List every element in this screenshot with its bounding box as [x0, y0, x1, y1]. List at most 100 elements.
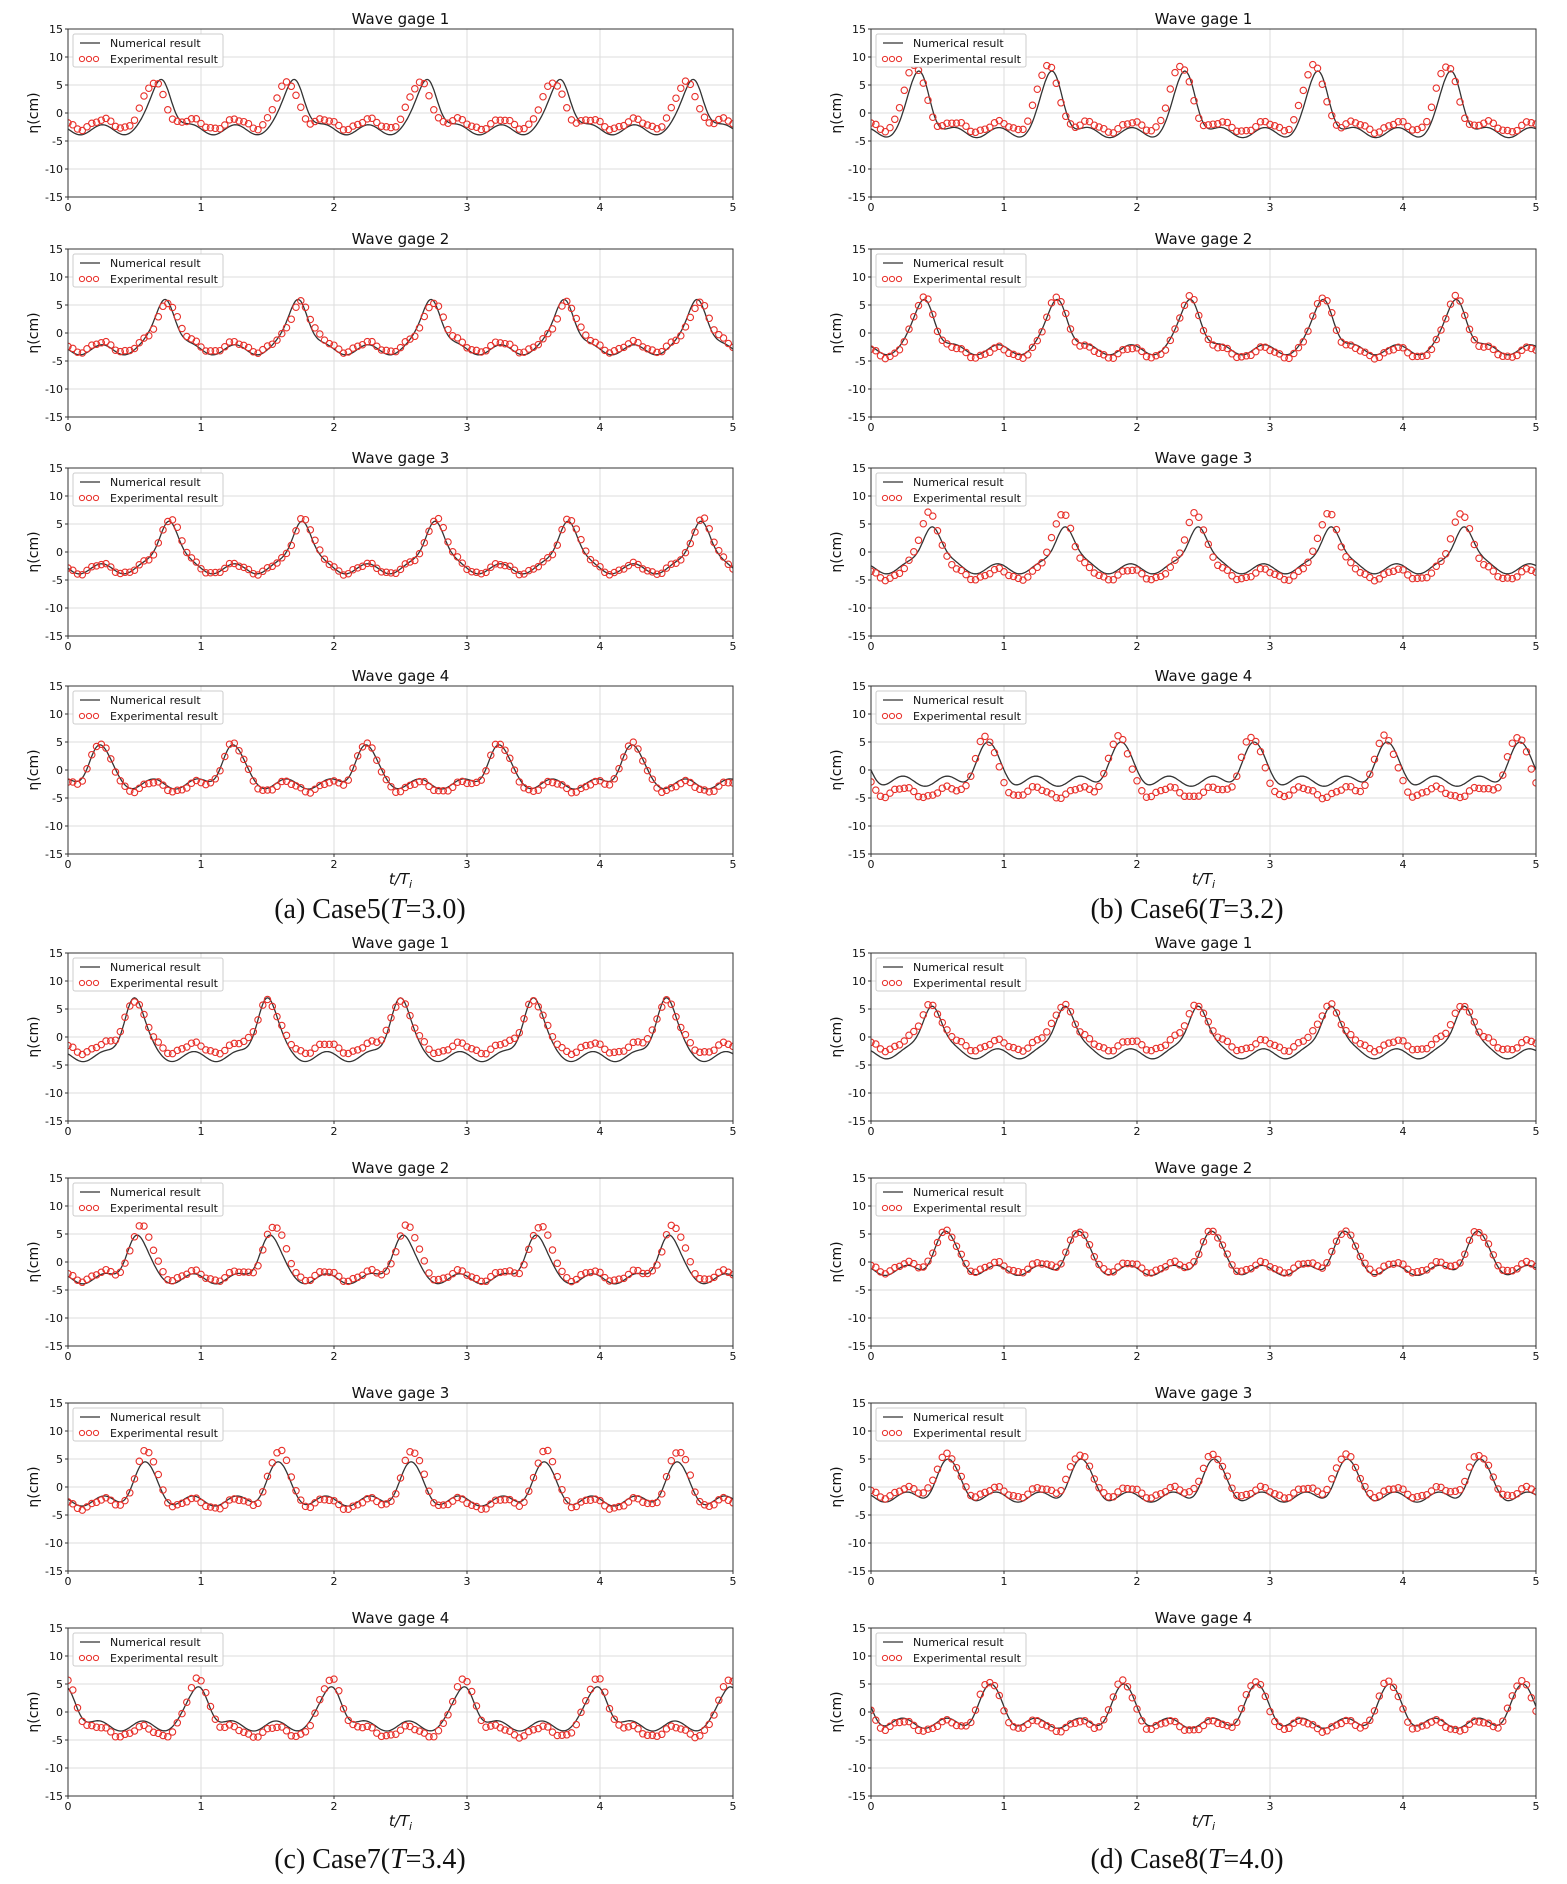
experimental-point: [1195, 1725, 1203, 1734]
experimental-point: [1119, 121, 1127, 129]
experimental-point: [1427, 1040, 1436, 1049]
x-tick-label: 4: [1400, 1350, 1407, 1363]
experimental-point: [482, 1723, 490, 1731]
experimental-point: [515, 778, 524, 786]
legend-numerical-label: Numerical result: [913, 476, 1004, 489]
experimental-point: [1375, 1692, 1384, 1700]
y-axis-label: η(cm): [829, 312, 845, 353]
experimental-point: [501, 1496, 509, 1504]
legend-experimental-swatch: [881, 1654, 889, 1662]
experimental-point: [301, 1728, 310, 1736]
experimental-point: [477, 776, 486, 784]
x-tick-label: 5: [730, 1125, 737, 1138]
experimental-point: [316, 1495, 324, 1503]
chart-title: Wave gage 3: [352, 1384, 450, 1402]
experimental-point: [392, 1248, 400, 1256]
experimental-point: [1237, 1491, 1246, 1500]
experimental-point: [1057, 511, 1065, 519]
experimental-point: [373, 1038, 381, 1046]
experimental-point: [696, 1731, 704, 1740]
experimental-point: [1176, 788, 1184, 797]
experimental-point: [1195, 1002, 1203, 1011]
experimental-point: [1361, 1721, 1369, 1730]
experimental-point: [287, 1473, 296, 1481]
experimental-point: [477, 125, 486, 134]
experimental-point: [534, 562, 543, 571]
experimental-point: [696, 1274, 704, 1283]
experimental-point: [681, 548, 690, 557]
experimental-point: [1304, 786, 1312, 794]
experimental-point: [639, 343, 647, 351]
legend-experimental-swatch: [888, 1654, 896, 1662]
experimental-point: [667, 783, 676, 792]
experimental-point: [696, 104, 704, 113]
experimental-point: [871, 1038, 875, 1047]
experimental-point: [373, 756, 381, 764]
legend-box: [72, 253, 224, 288]
experimental-point: [320, 1040, 329, 1049]
experimental-point: [434, 514, 443, 523]
experimental-point: [700, 301, 709, 310]
x-tick-label: 1: [198, 1125, 205, 1138]
experimental-point: [1228, 1723, 1236, 1731]
experimental-point: [667, 560, 676, 568]
experimental-point: [149, 779, 158, 787]
experimental-point: [710, 1500, 718, 1509]
experimental-point: [111, 1732, 120, 1741]
experimental-point: [439, 786, 448, 795]
x-tick-label: 4: [1400, 421, 1407, 434]
experimental-point: [1071, 542, 1080, 551]
experimental-point: [1294, 101, 1303, 110]
experimental-point: [677, 1448, 685, 1457]
experimental-point: [1418, 1491, 1426, 1500]
experimental-point: [1009, 1266, 1018, 1275]
x-tick-label: 0: [65, 1800, 72, 1813]
experimental-point: [1413, 574, 1422, 583]
experimental-point: [121, 123, 129, 131]
experimental-point: [197, 778, 205, 787]
experimental-point: [582, 1041, 590, 1050]
experimental-point: [225, 1268, 234, 1277]
experimental-point: [301, 115, 310, 123]
experimental-point: [211, 1504, 220, 1512]
experimental-point: [1508, 1491, 1517, 1500]
experimental-point: [1223, 1037, 1232, 1046]
experimental-point: [876, 1268, 885, 1276]
experimental-point: [349, 1502, 357, 1510]
experimental-point: [1166, 1035, 1175, 1044]
experimental-point: [1176, 62, 1184, 71]
experimental-point: [639, 1730, 647, 1738]
experimental-point: [724, 339, 733, 348]
experimental-point: [1380, 570, 1388, 578]
experimental-point: [871, 1706, 875, 1714]
experimental-point: [1423, 1266, 1431, 1274]
experimental-point: [895, 1718, 904, 1727]
experimental-point: [962, 1259, 970, 1268]
experimental-point: [1389, 750, 1398, 759]
experimental-point: [415, 78, 424, 86]
experimental-point: [1085, 1034, 1094, 1043]
experimental-point: [1052, 793, 1061, 802]
experimental-point: [686, 313, 695, 322]
experimental-point: [411, 1233, 419, 1242]
experimental-point: [406, 1011, 414, 1020]
experimental-point: [962, 1722, 970, 1730]
experimental-point: [1399, 1037, 1407, 1045]
experimental-point: [439, 1501, 448, 1509]
legend-box: [72, 957, 224, 992]
experimental-point: [92, 340, 101, 349]
experimental-point: [501, 339, 509, 348]
experimental-point: [282, 1727, 291, 1735]
experimental-point: [1028, 1485, 1037, 1493]
numerical-series-line: [871, 1458, 1536, 1503]
y-tick-label: -15: [45, 1565, 63, 1578]
y-tick-label: -10: [848, 1312, 866, 1325]
experimental-point: [1252, 122, 1260, 131]
experimental-point: [924, 791, 932, 800]
experimental-point: [501, 746, 509, 754]
y-tick-label: -5: [52, 1059, 63, 1072]
experimental-point: [1456, 1727, 1464, 1735]
experimental-point: [1071, 338, 1080, 346]
